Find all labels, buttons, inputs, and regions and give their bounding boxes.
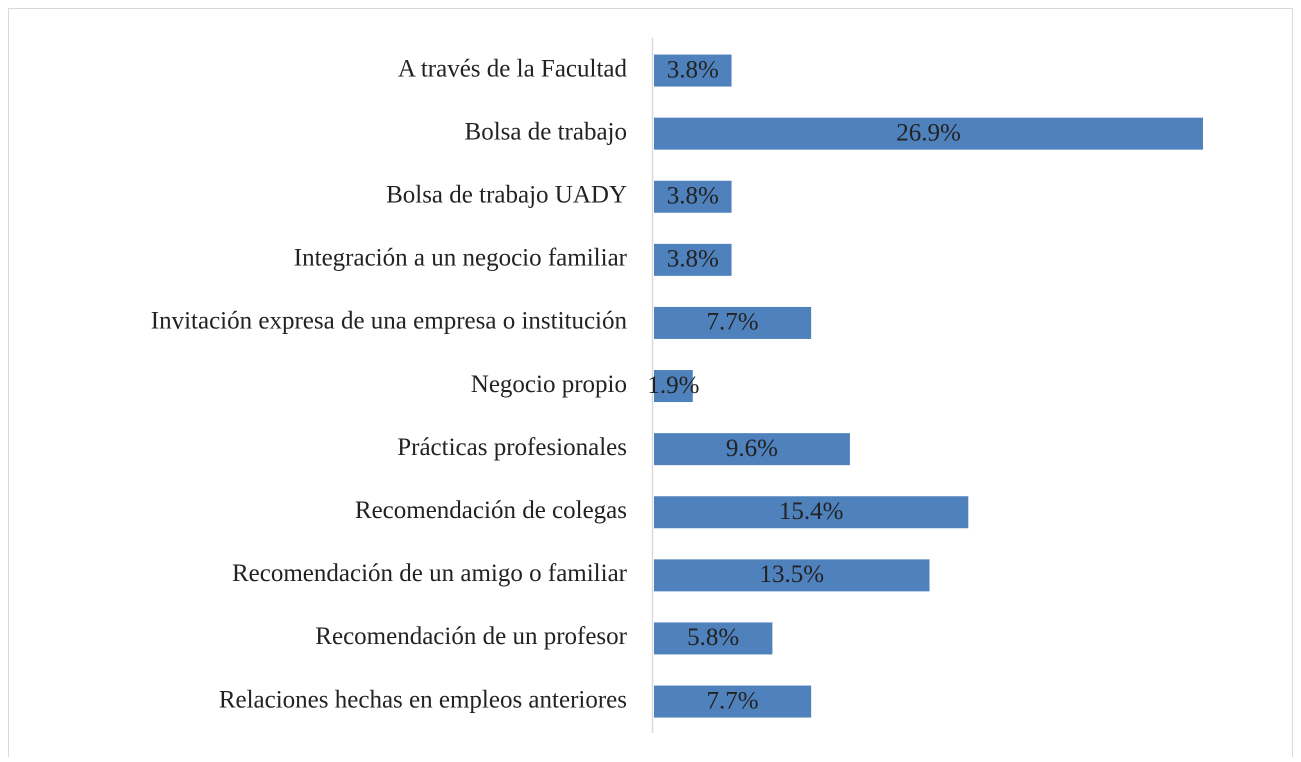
category-label: Recomendación de un profesor — [315, 623, 627, 650]
category-label: Recomendación de un amigo o familiar — [232, 560, 628, 587]
bar — [654, 117, 1203, 150]
chart-border — [8, 8, 1293, 762]
category-label: Bolsa de trabajo UADY — [386, 181, 627, 208]
category-label: Negocio propio — [471, 371, 627, 398]
bar — [654, 622, 773, 655]
bar — [654, 243, 732, 276]
category-label: Bolsa de trabajo — [465, 118, 627, 145]
data-label: 13.5% — [759, 561, 824, 588]
category-label: Recomendación de colegas — [355, 497, 627, 524]
category-label: Prácticas profesionales — [397, 434, 627, 461]
data-label: 5.8% — [687, 624, 739, 651]
data-label: 3.8% — [667, 56, 719, 83]
data-label: 9.6% — [726, 435, 778, 462]
bar — [654, 306, 812, 339]
data-label: 3.8% — [667, 246, 719, 273]
category-label: Relaciones hechas en empleos anteriores — [219, 686, 627, 713]
bar — [654, 433, 850, 466]
category-label: Invitación expresa de una empresa o inst… — [151, 308, 628, 335]
category-label: Integración a un negocio familiar — [294, 245, 628, 272]
data-label: 3.8% — [667, 182, 719, 209]
bar — [654, 496, 969, 529]
data-label: 7.7% — [707, 687, 759, 714]
data-label: 1.9% — [647, 372, 699, 399]
bar — [654, 180, 732, 213]
bar — [654, 54, 732, 87]
category-label: A través de la Facultad — [398, 55, 628, 82]
data-label: 26.9% — [896, 119, 961, 146]
data-label: 15.4% — [779, 498, 844, 525]
bar — [654, 685, 812, 718]
data-label: 7.7% — [707, 309, 759, 336]
bar — [654, 559, 930, 592]
bar — [654, 370, 693, 403]
